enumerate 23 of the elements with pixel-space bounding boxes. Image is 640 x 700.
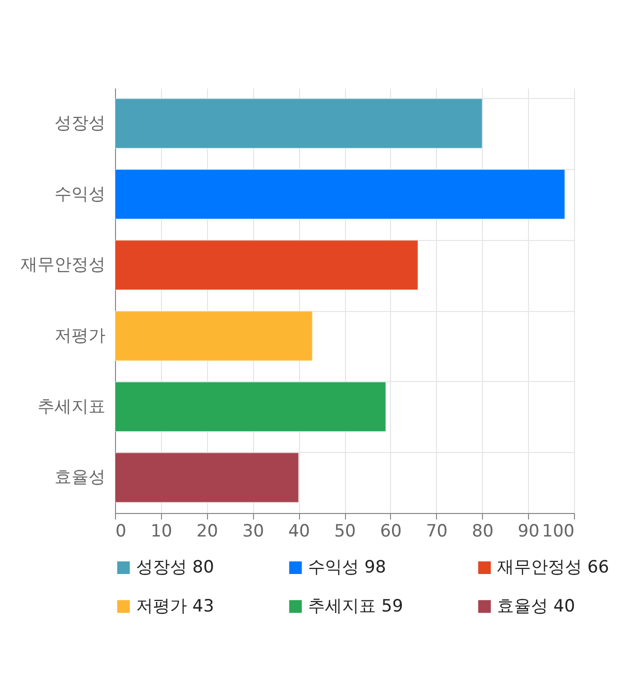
legend-label: 재무안정성 66 (497, 558, 610, 578)
legend-label: 성장성 80 (136, 558, 214, 578)
x-tick-label: 80 (472, 522, 494, 542)
y-tick-label: 추세지표 (38, 396, 106, 417)
legend-label: 수익성 98 (308, 558, 386, 578)
x-tick-label: 40 (288, 522, 310, 542)
y-tick-label: 성장성 (54, 113, 106, 134)
x-tick-label: 20 (196, 522, 218, 542)
x-tick-label: 50 (334, 522, 356, 542)
legend-label: 저평가 43 (136, 596, 214, 616)
y-tick-label: 재무안정성 (20, 255, 106, 276)
x-tick-label: 0 (116, 522, 126, 542)
y-tick-label: 저평가 (54, 326, 106, 346)
x-tick-label: 30 (242, 522, 264, 542)
x-tick-label: 60 (380, 522, 402, 542)
x-tick-label: 100 (542, 522, 574, 542)
x-tick-label: 10 (150, 522, 172, 542)
y-tick-label: 효율성 (54, 468, 106, 488)
legend-label: 추세지표 59 (308, 596, 404, 616)
legend-label: 효율성 40 (497, 596, 576, 616)
y-tick-label: 수익성 (54, 184, 106, 204)
x-tick-label: 70 (426, 522, 448, 542)
x-tick-label: 90 (518, 522, 540, 542)
